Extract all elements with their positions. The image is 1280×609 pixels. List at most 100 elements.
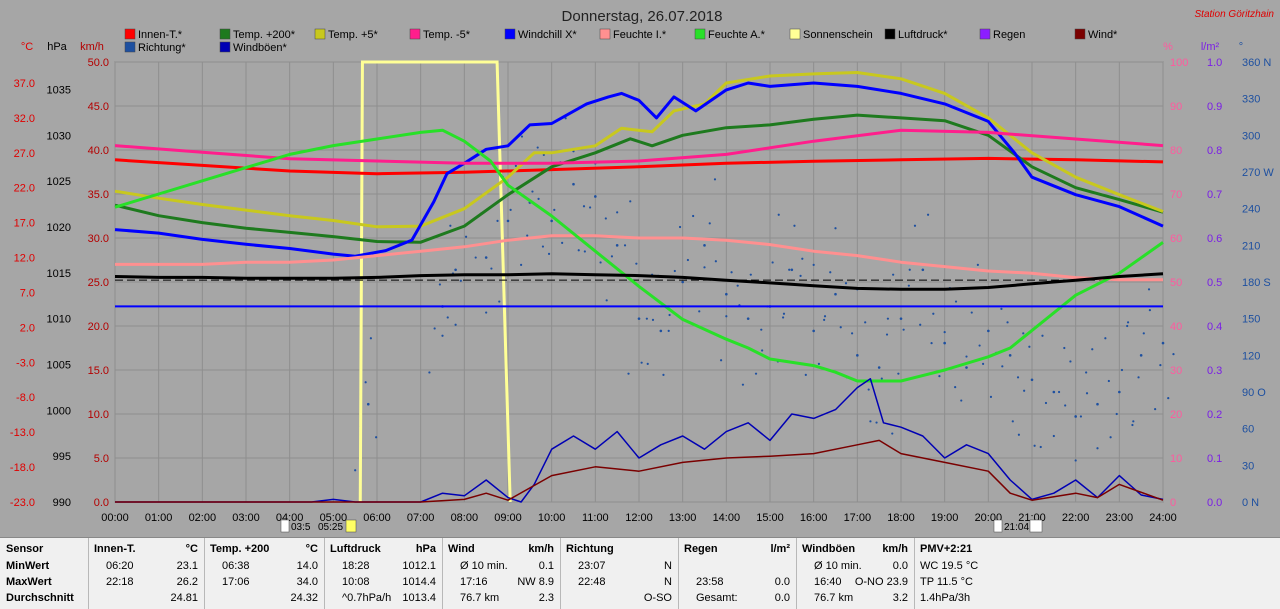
direction-point xyxy=(667,329,670,332)
direction-point xyxy=(514,164,517,167)
legend-label: Temp. -5* xyxy=(423,29,471,41)
series-feuchte-a xyxy=(114,128,1164,383)
stats-row-time: 17:16 xyxy=(460,576,488,588)
stats-section-luftdruck: Luftdruck hPa 18:28 1012.1 10:08 1014.4 ^0.7hP… xyxy=(324,538,443,609)
direction-point xyxy=(1028,345,1031,348)
stats-header: Wind km/h xyxy=(442,543,560,559)
stats-header-unit: l/m² xyxy=(770,543,790,555)
humidity-tick-label: 30 xyxy=(1170,365,1182,377)
x-tick-label: 06:00 xyxy=(363,512,391,524)
wind-tick-label: 30.0 xyxy=(88,233,109,245)
stats-header-unit: hPa xyxy=(415,543,436,555)
stats-row-time: 76.7 km xyxy=(460,592,500,604)
direction-point xyxy=(725,315,728,318)
pressure-tick-label: 1000 xyxy=(47,405,71,417)
stats-row: WC 19.5 °C xyxy=(914,560,1280,576)
direction-point xyxy=(892,273,895,276)
temp-tick-label: -13.0 xyxy=(10,427,35,439)
stats-header: Sensor xyxy=(0,543,88,559)
stats-row-value: 34.0 xyxy=(296,576,318,588)
direction-point xyxy=(449,224,452,227)
stats-table: Sensor MinWert MaxWert Durchschnitt Innen-T.… xyxy=(0,537,1280,609)
direction-point xyxy=(536,146,539,149)
stats-row-value: 1013.4 xyxy=(402,592,436,604)
legend-label: Temp. +5* xyxy=(328,29,379,41)
direction-point xyxy=(1016,376,1020,379)
pressure-tick-label: 1035 xyxy=(47,85,71,97)
stats-header-label: PMV+2:21 xyxy=(920,543,973,555)
wind-tick-label: 25.0 xyxy=(88,277,109,289)
unit-pressure: hPa xyxy=(47,41,67,53)
stats-row: O-SO xyxy=(560,592,678,608)
stats-header-label: Innen-T. xyxy=(94,543,136,555)
stats-row: 06:20 23.1 xyxy=(88,560,204,576)
stats-row: 23:07 N xyxy=(560,560,678,576)
stats-row-time: Ø 10 min. xyxy=(814,560,862,572)
direction-point xyxy=(844,282,848,285)
chart-title: Donnerstag, 26.07.2018 xyxy=(562,8,723,25)
stats-row-value: 24.32 xyxy=(290,592,318,604)
temp-tick-label: 2.0 xyxy=(20,322,35,334)
direction-point xyxy=(485,311,488,314)
direction-point xyxy=(1063,346,1066,350)
direction-point xyxy=(506,219,510,223)
direction-point xyxy=(686,258,690,262)
direction-point xyxy=(1001,365,1004,368)
stats-row: 76.7 km 2.3 xyxy=(442,592,560,608)
humidity-tick-label: 80 xyxy=(1170,145,1182,157)
stats-row-value: 1014.4 xyxy=(402,576,436,588)
x-tick-label: 14:00 xyxy=(713,512,741,524)
stats-pmv-value: 1.4hPa/3h xyxy=(920,592,971,604)
legend-label: Temp. +200* xyxy=(233,29,296,41)
sunrise-marker-icon xyxy=(280,519,290,533)
legend-swatch xyxy=(1074,28,1086,40)
direction-point xyxy=(594,195,597,198)
stats-row: Ø 10 min. 0.0 xyxy=(796,560,914,576)
direction-point xyxy=(761,349,764,352)
direction-point xyxy=(1052,390,1056,394)
stats-section-regen: Regen l/m² 23:58 0.0 Gesamt: 0.0 xyxy=(678,538,797,609)
direction-point xyxy=(834,227,837,230)
stats-section-richtung: Richtung 23:07 N 22:48 N O-SO xyxy=(560,538,679,609)
rain-tick-label: 0.5 xyxy=(1207,277,1222,289)
stats-header-unit: km/h xyxy=(528,543,554,555)
direction-point xyxy=(1139,354,1143,357)
stats-row-label: MaxWert xyxy=(6,576,52,588)
direction-point xyxy=(812,263,815,266)
x-tick-label: 12:00 xyxy=(625,512,653,524)
direction-point xyxy=(553,208,556,211)
humidity-tick-label: 50 xyxy=(1170,277,1182,289)
x-tick-label: 02:00 xyxy=(189,512,217,524)
direction-point xyxy=(1132,420,1135,423)
stats-row: MinWert xyxy=(0,560,88,576)
rain-tick-label: 0.3 xyxy=(1207,365,1222,377)
direction-tick-label: 150 xyxy=(1242,314,1260,326)
temp-tick-label: -18.0 xyxy=(10,462,35,474)
direction-point xyxy=(520,263,523,266)
stats-row-time: Gesamt: xyxy=(696,592,738,604)
direction-point xyxy=(812,329,815,333)
sunrise2-label: 05:25 xyxy=(318,522,343,533)
direction-point xyxy=(610,255,614,258)
wind-tick-label: 40.0 xyxy=(88,145,109,157)
direction-point xyxy=(1057,390,1061,394)
legend-label: Windböen* xyxy=(233,42,288,54)
direction-point xyxy=(1023,389,1026,392)
humidity-tick-label: 20 xyxy=(1170,409,1182,421)
direction-point xyxy=(1030,378,1034,382)
series-windb-en xyxy=(115,378,1164,503)
direction-point xyxy=(1085,392,1089,395)
stats-section-windboeen: Windböen km/h Ø 10 min. 0.0 16:40 O-NO 23.9 76… xyxy=(796,538,915,609)
direction-point xyxy=(907,284,910,287)
direction-point xyxy=(954,300,958,303)
direction-point xyxy=(708,222,711,225)
direction-tick-label: 180 S xyxy=(1242,277,1271,289)
direction-point xyxy=(366,402,370,406)
rain-tick-label: 1.0 xyxy=(1207,57,1222,69)
direction-point xyxy=(885,333,889,336)
direction-point xyxy=(673,269,676,273)
stats-header: Temp. +200 °C xyxy=(204,543,324,559)
temp-tick-label: 7.0 xyxy=(20,287,35,299)
series-temp-5 xyxy=(114,71,1164,229)
direction-point xyxy=(817,362,821,365)
